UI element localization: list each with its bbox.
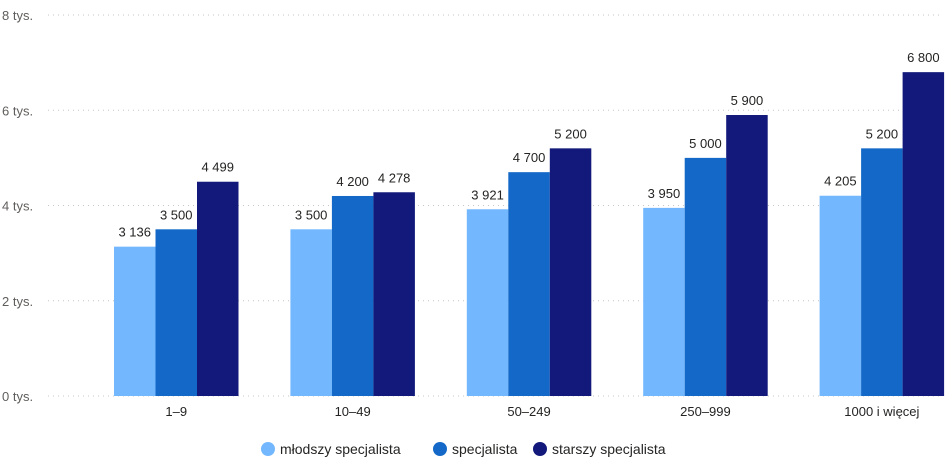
legend-label-3: starszy specjalista <box>552 441 666 457</box>
x-category-label: 50–249 <box>507 404 550 419</box>
y-tick-label: 2 tys. <box>2 294 33 309</box>
bar-3-2 <box>373 192 415 396</box>
legend: młodszy specjalista specjalista starszy sp… <box>261 441 666 457</box>
bar-1-1 <box>114 246 156 396</box>
legend-label-2: specjalista <box>452 441 518 457</box>
bars <box>114 72 945 397</box>
data-label: 4 278 <box>378 170 411 185</box>
bar-1-3 <box>466 209 509 396</box>
data-label: 3 921 <box>471 187 504 202</box>
data-label: 3 136 <box>118 225 151 240</box>
data-label: 4 499 <box>201 160 234 175</box>
data-label: 4 200 <box>336 174 369 189</box>
data-label: 4 205 <box>824 174 857 189</box>
x-category-label: 1–9 <box>165 404 187 419</box>
bar-3-3 <box>549 148 592 396</box>
x-category-label: 10–49 <box>335 404 371 419</box>
y-tick-label: 6 tys. <box>2 103 33 118</box>
legend-marker-1 <box>261 442 275 456</box>
bar-1-5 <box>819 195 862 396</box>
data-label: 4 700 <box>513 150 546 165</box>
data-label: 5 900 <box>731 93 764 108</box>
data-label: 5 200 <box>554 126 587 141</box>
legend-marker-3 <box>533 442 547 456</box>
y-axis-tick-labels: 0 tys. 2 tys. 4 tys. 6 tys. 8 tys. <box>2 8 33 404</box>
bar-3-1 <box>197 181 239 396</box>
legend-label-1: młodszy specjalista <box>280 441 401 457</box>
bar-1-4 <box>643 207 685 396</box>
data-label: 5 000 <box>689 136 722 151</box>
bar-2-5 <box>861 148 903 396</box>
x-category-label: 250–999 <box>680 404 731 419</box>
x-axis-category-labels: 1–9 10–49 50–249 250–999 1000 i więcej <box>165 404 919 419</box>
bar-2-4 <box>684 157 727 396</box>
data-label: 3 500 <box>295 207 328 222</box>
legend-marker-2 <box>433 442 447 456</box>
bar-3-4 <box>726 115 768 396</box>
data-label: 5 200 <box>866 126 899 141</box>
data-label: 6 800 <box>907 50 940 65</box>
bar-2-2 <box>331 195 374 396</box>
data-label: 3 500 <box>160 207 193 222</box>
y-tick-label: 0 tys. <box>2 389 33 404</box>
bar-3-5 <box>902 72 945 397</box>
y-tick-label: 8 tys. <box>2 8 33 23</box>
x-category-label: 1000 i więcej <box>844 404 919 419</box>
bar-1-2 <box>290 229 332 396</box>
bar-2-3 <box>508 172 550 396</box>
y-tick-label: 4 tys. <box>2 199 33 214</box>
bar-2-1 <box>155 229 197 396</box>
data-labels: 3 136 3 500 4 499 3 500 4 200 4 278 3 921 4 700… <box>118 50 939 239</box>
data-label: 3 950 <box>648 186 681 201</box>
